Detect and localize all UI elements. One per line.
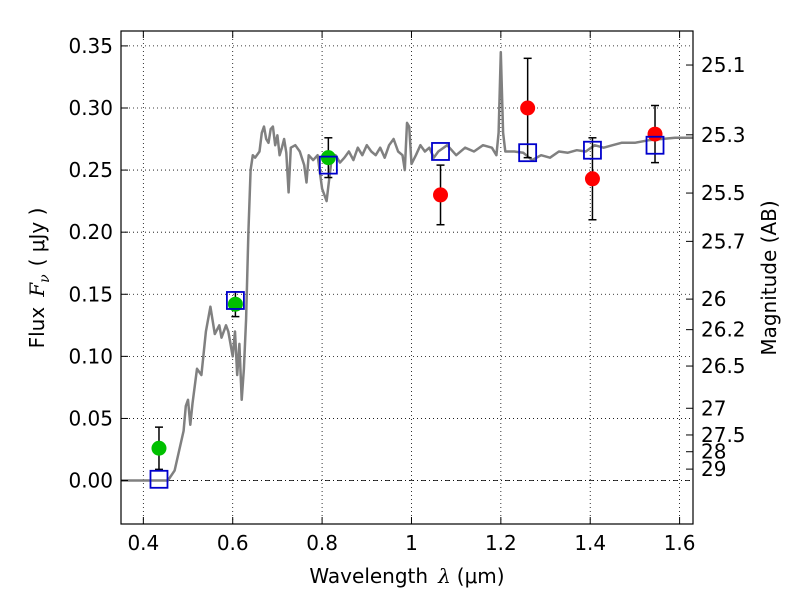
model-photometry-box (431, 142, 450, 161)
x-tick-label: 1 (405, 531, 418, 555)
y-tick-label: 0.30 (68, 96, 113, 120)
model-photometry-box (318, 155, 338, 175)
red-data-point (647, 126, 663, 142)
green-data-point (227, 296, 243, 312)
model-photometry-box (518, 143, 538, 163)
y-tick-label: 0.00 (68, 469, 113, 493)
plot-frame (120, 30, 694, 525)
magnitude-tick-label: 25.5 (701, 181, 746, 205)
observed-points (151, 100, 663, 456)
x-tick-label: 1.2 (485, 531, 517, 555)
magnitude-tick-label: 25.1 (701, 53, 746, 77)
y-tick-label: 0.35 (68, 34, 113, 58)
x-tick-label: 1.4 (574, 531, 606, 555)
model-photometry-boxes (149, 135, 665, 489)
x-axis-label: Wavelength λ (μm) (309, 564, 504, 588)
red-data-point (520, 100, 536, 116)
green-data-point (320, 150, 336, 166)
model-photometry-box (225, 291, 245, 310)
y-tick-label: 0.25 (68, 158, 113, 182)
magnitude-tick-label: 27 (701, 396, 726, 420)
green-data-point (151, 440, 167, 456)
magnitude-tick-label: 27.5 (701, 423, 746, 447)
x-tick-label: 0.6 (217, 531, 249, 555)
red-data-point (584, 171, 600, 187)
magnitude-tick-label: 29 (701, 457, 726, 481)
model-photometry-box (583, 140, 602, 160)
y-axis-label: FluxFν( μJy ) (25, 208, 53, 349)
magnitude-tick-label: 26.2 (701, 318, 746, 342)
model-photometry-box (645, 135, 665, 155)
red-data-point (433, 187, 449, 203)
magnitude-tick-label: 28 (701, 440, 726, 464)
model-photometry-box (149, 469, 169, 489)
magnitude-tick-label: 26 (701, 287, 726, 311)
magnitude-tick-label: 25.7 (701, 229, 746, 253)
axis-ticks: 0.4 0.6 0.8 1 1.2 1.4 1.6 0.00 0.05 0.10 0.15 0.20 0… (68, 31, 746, 555)
y-tick-label: 0.05 (68, 406, 113, 430)
magnitude-axis-label: Magnitude (AB) (757, 200, 781, 355)
y-tick-label: 0.10 (68, 344, 113, 368)
y-tick-label: 0.20 (68, 220, 113, 244)
magnitude-tick-label: 26.5 (701, 354, 746, 378)
y-tick-label: 0.15 (68, 282, 113, 306)
x-tick-label: 1.6 (664, 531, 696, 555)
magnitude-tick-label: 25.3 (701, 123, 746, 147)
x-tick-label: 0.8 (306, 531, 338, 555)
x-tick-label: 0.4 (127, 531, 159, 555)
